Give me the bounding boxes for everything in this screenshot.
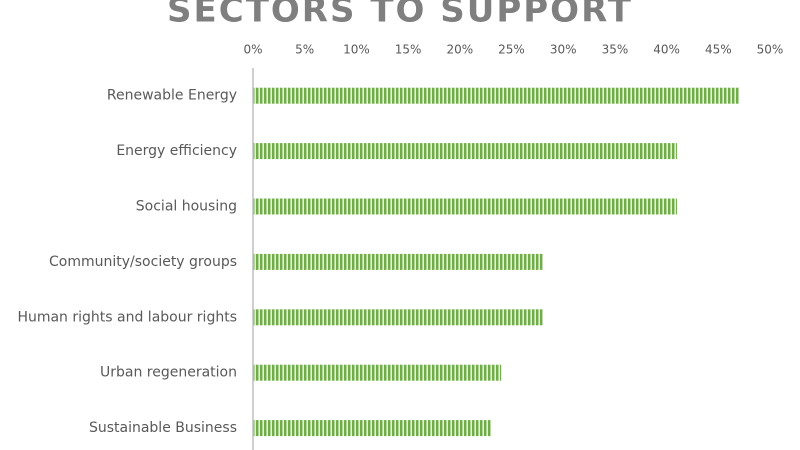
x-tick-label: 45%: [705, 43, 732, 57]
y-tick-label: Renewable Energy: [107, 88, 237, 104]
x-tick-label: 35%: [602, 43, 629, 57]
bar: [253, 198, 677, 215]
x-tick-label: 10%: [343, 43, 370, 57]
bar: [253, 143, 677, 160]
y-tick-label: Sustainable Business: [89, 420, 237, 436]
y-tick-label: Urban regeneration: [100, 365, 237, 381]
bar: [253, 420, 491, 437]
y-tick-label: Human rights and labour rights: [17, 309, 237, 325]
x-tick-label: 50%: [757, 43, 784, 57]
x-tick-label: 30%: [550, 43, 577, 57]
y-tick-label: Community/society groups: [49, 254, 237, 270]
y-tick-label: Energy efficiency: [116, 143, 237, 159]
bar: [253, 309, 543, 326]
bar: [253, 87, 739, 104]
x-tick-label: 0%: [243, 43, 262, 57]
bar: [253, 253, 543, 270]
y-tick-label: Social housing: [136, 199, 237, 215]
x-tick-label: 5%: [295, 43, 314, 57]
chart-title: SECTORS TO SUPPORT: [167, 0, 633, 31]
x-tick-label: 15%: [395, 43, 422, 57]
x-tick-label: 40%: [653, 43, 680, 57]
bar: [253, 364, 502, 381]
x-tick-label: 20%: [446, 43, 473, 57]
x-tick-label: 25%: [498, 43, 525, 57]
